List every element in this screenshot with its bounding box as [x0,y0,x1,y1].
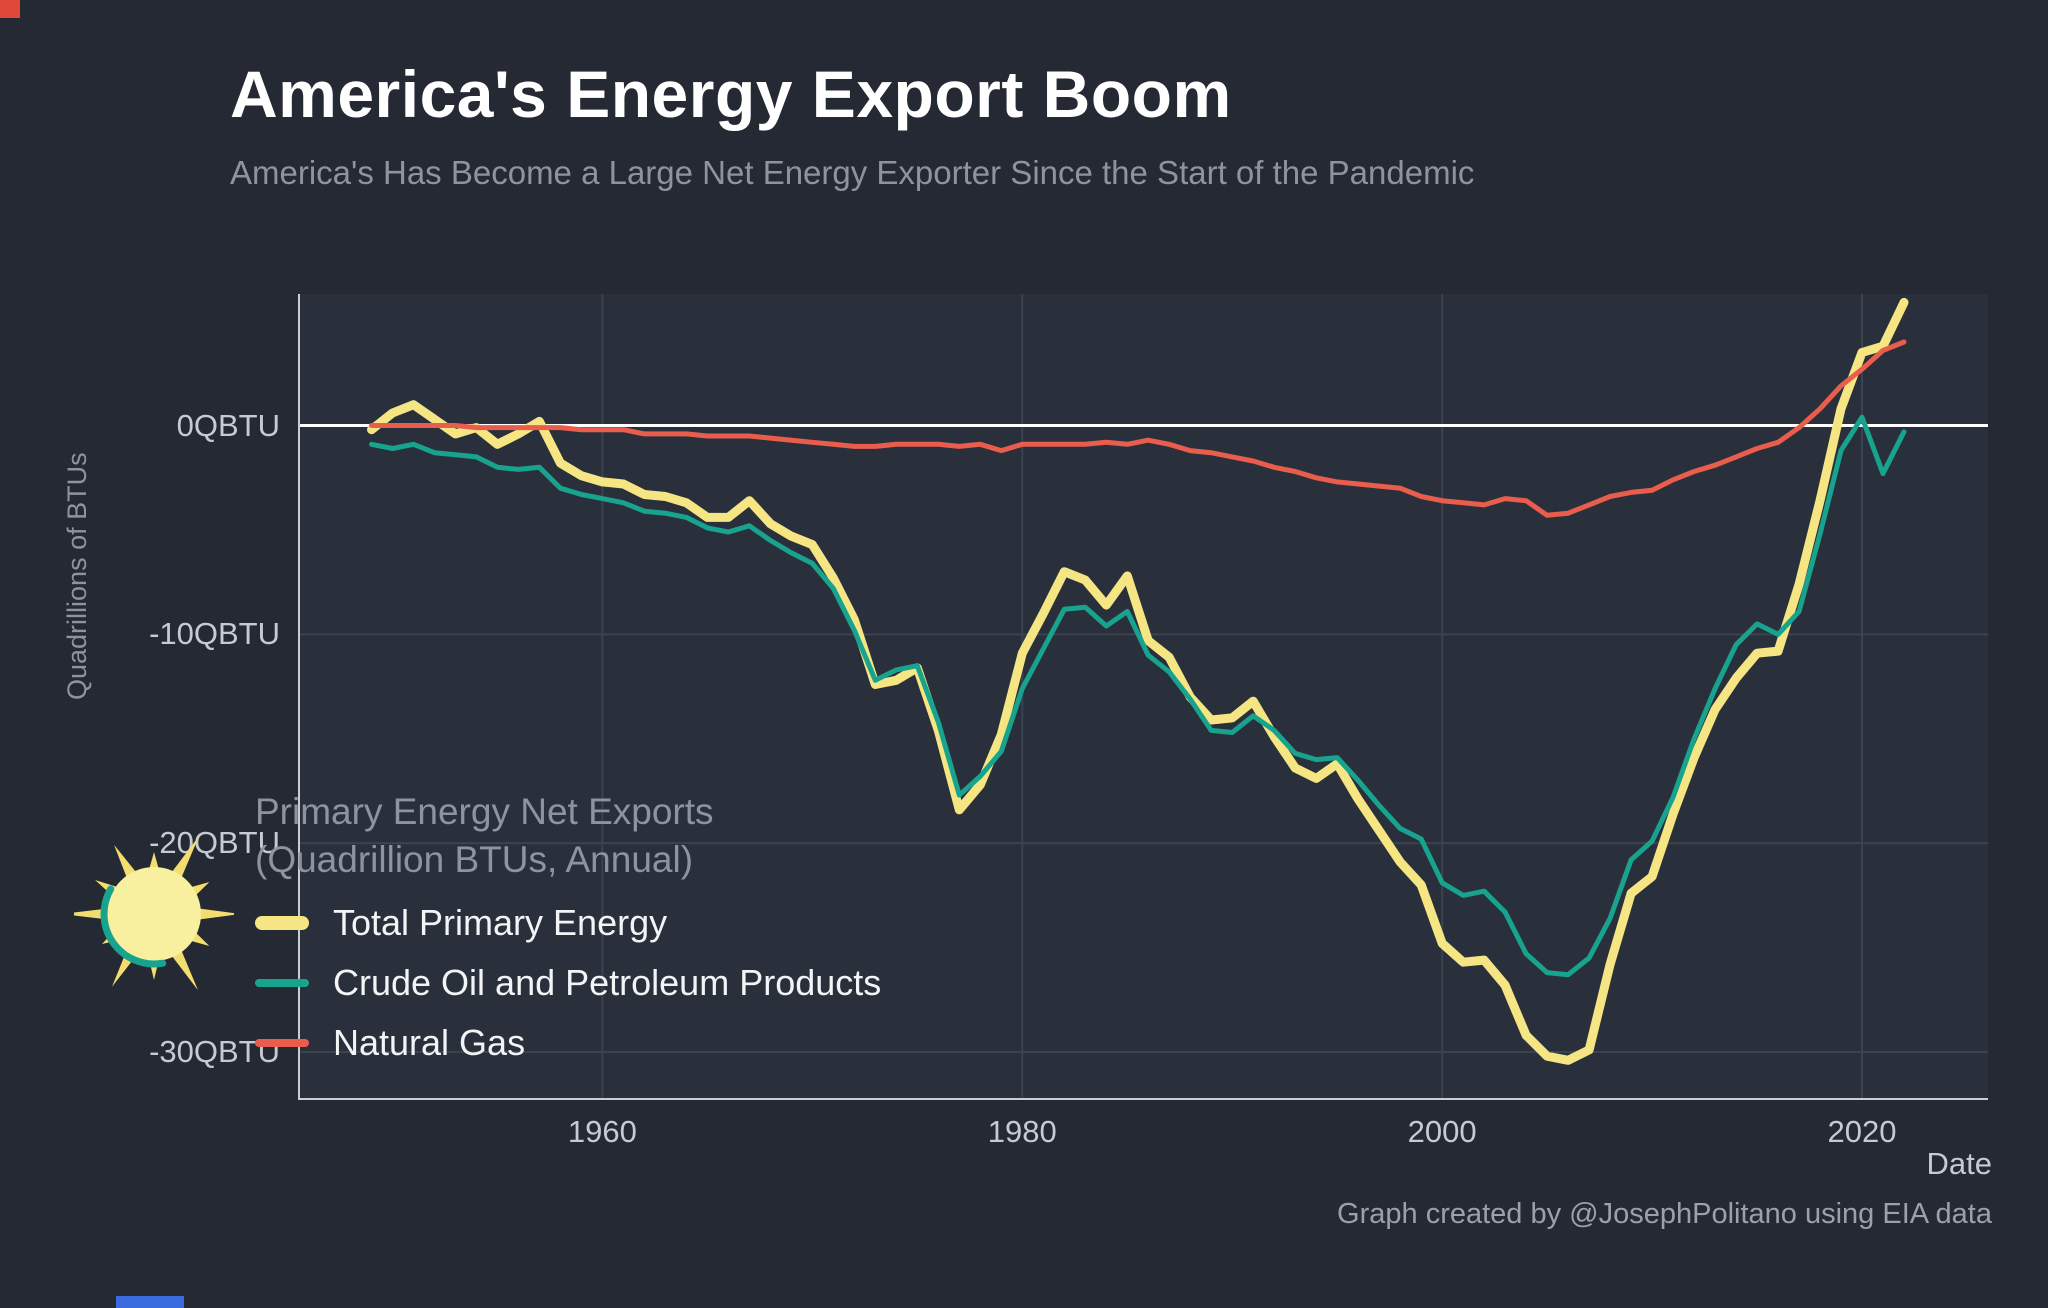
x-axis-title: Date [1926,1146,1992,1181]
legend-swatch-total [255,916,309,930]
x-tick-2020: 2020 [1827,1114,1897,1149]
plot-area [298,294,1988,1100]
corner-artifact-blue [116,1296,184,1308]
annotation-line-1: Primary Energy Net Exports [255,791,714,832]
legend-item-crude-oil: Crude Oil and Petroleum Products [255,962,881,1004]
legend-label-crude-oil: Crude Oil and Petroleum Products [333,962,882,1003]
sun-logo [62,828,240,992]
sun-icon [62,836,240,991]
legend-swatch-crude-oil [255,979,309,987]
y-tick-0qbtu: 0QBTU [176,407,280,443]
y-tick-neg10qbtu: -10QBTU [149,616,280,652]
legend-item-total: Total Primary Energy [255,902,881,944]
credit-text: Graph created by @JosephPolitano using E… [1337,1198,1992,1230]
corner-artifact-red [0,0,20,18]
legend-label-total: Total Primary Energy [333,902,668,943]
x-tick-1980: 1980 [987,1114,1057,1149]
y-axis-title: Quadrillions of BTUs [62,452,92,700]
x-tick-1960: 1960 [567,1114,637,1149]
legend-label-natural-gas: Natural Gas [333,1022,526,1063]
line-chart [298,294,1988,1100]
chart-annotation: Primary Energy Net Exports (Quadrillion … [255,788,714,884]
chart-subtitle: America's Has Become a Large Net Energy … [230,154,1475,191]
legend-item-natural-gas: Natural Gas [255,1022,881,1064]
legend-swatch-natural-gas [255,1039,309,1047]
y-tick-neg20qbtu: -20QBTU [149,825,280,861]
chart-title: America's Energy Export Boom [230,57,1232,131]
x-tick-2000: 2000 [1407,1114,1477,1149]
legend: Total Primary Energy Crude Oil and Petro… [255,902,881,1064]
annotation-line-2: (Quadrillion BTUs, Annual) [255,839,694,881]
